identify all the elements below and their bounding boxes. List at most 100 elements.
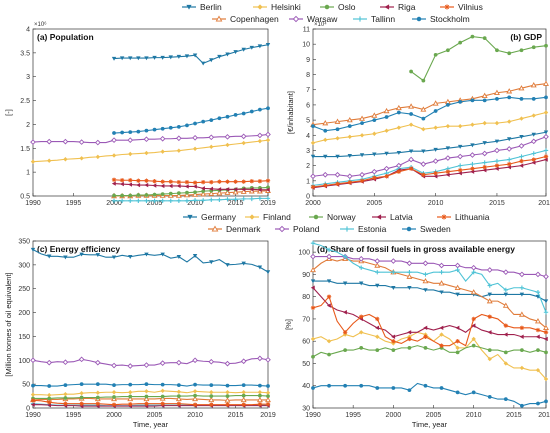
population-series-oslo-point bbox=[176, 191, 181, 196]
energy-plot-frame bbox=[32, 240, 269, 409]
population-series-tallinn-point bbox=[257, 196, 263, 201]
gdp-series-oslo-point bbox=[519, 48, 524, 53]
fossil-series-estonia-point bbox=[375, 269, 380, 275]
population-series-vilnius-point bbox=[241, 179, 246, 184]
population-series-berlin-point bbox=[168, 55, 173, 60]
fossil-series-sweden-point bbox=[544, 399, 548, 404]
fossil-series-finland-point bbox=[326, 339, 332, 344]
energy-series-poland-point bbox=[192, 357, 198, 364]
energy-series-lithuania-point bbox=[95, 401, 101, 406]
energy-series-sweden-point bbox=[225, 383, 230, 388]
fossil-series-latvia-point bbox=[503, 332, 508, 337]
gdp-series-stockholm-point bbox=[470, 98, 475, 103]
energy-series-denmark-point bbox=[208, 396, 215, 403]
countries-legend-germany-marker bbox=[187, 214, 193, 220]
gdp-series-oslo-point bbox=[421, 78, 426, 83]
energy-x-tick-label: 2000 bbox=[106, 412, 122, 419]
energy-series-norway-point bbox=[112, 395, 116, 399]
population-series-vilnius-point bbox=[233, 179, 238, 184]
gdp-series-riga-point bbox=[445, 172, 450, 177]
population-series-berlin-point bbox=[119, 56, 125, 61]
population-x-tick-label: 2010 bbox=[187, 200, 203, 207]
gdp-series-tallinn-point bbox=[470, 161, 475, 167]
gdp-series-oslo-point bbox=[507, 51, 512, 56]
population-series-stockholm-point bbox=[225, 114, 230, 119]
population-series-riga-point bbox=[257, 187, 262, 192]
fossil-series-latvia-point bbox=[439, 325, 444, 331]
cities-legend-oslo-marker bbox=[324, 4, 330, 10]
gdp-series-helsinki-point bbox=[347, 134, 352, 139]
population-series-riga-point bbox=[241, 187, 246, 192]
energy-series-sweden-point bbox=[160, 382, 165, 387]
fossil-series-sweden-point bbox=[455, 390, 460, 395]
population-series-vilnius-point bbox=[160, 179, 165, 184]
cities-legend-oslo-label: Oslo bbox=[338, 2, 356, 12]
gdp-series-stockholm-point bbox=[311, 124, 315, 129]
gdp-series-vilnius-point bbox=[445, 169, 451, 174]
fossil-series-germany-point bbox=[519, 292, 525, 297]
fossil-series-poland-point bbox=[470, 264, 477, 271]
population-series-stockholm-point bbox=[160, 126, 165, 131]
population-series-copenhagen-point bbox=[208, 190, 215, 196]
population-series-warsaw-point bbox=[159, 135, 166, 142]
energy-series-finland-point bbox=[79, 391, 84, 396]
gdp-series-riga-point bbox=[433, 174, 438, 179]
fossil-series-norway-point bbox=[544, 350, 548, 355]
population-series-oslo-point bbox=[120, 193, 125, 198]
fossil-y-tick-label: 60 bbox=[302, 339, 310, 346]
gdp-series-riga-point bbox=[457, 171, 462, 176]
energy-y-tick-label: 250 bbox=[18, 286, 30, 293]
fossil-series-denmark-point bbox=[543, 324, 549, 331]
energy-series-germany-point bbox=[47, 254, 52, 259]
cities-legend-berlin-label: Berlin bbox=[200, 2, 222, 12]
gdp-y-tick-label: 4 bbox=[306, 133, 310, 140]
gdp-series-warsaw-point bbox=[383, 165, 390, 172]
fossil-y-tick-label: 80 bbox=[302, 294, 310, 301]
gdp-series-tallinn-point bbox=[531, 151, 536, 156]
gdp-series-vilnius-point bbox=[359, 178, 365, 184]
fossil-series-denmark-point bbox=[438, 280, 445, 286]
fossil-series-latvia-point bbox=[310, 285, 315, 290]
energy-series-sweden-point bbox=[112, 383, 116, 387]
fossil-series-norway-point bbox=[536, 348, 540, 352]
gdp-series-helsinki-point bbox=[531, 113, 536, 118]
population-series-riga-point bbox=[184, 184, 189, 189]
energy-series-sweden-point bbox=[258, 383, 262, 388]
gdp-series-helsinki-point bbox=[359, 133, 365, 138]
population-series-warsaw-point bbox=[224, 133, 231, 140]
countries-legend-poland-marker bbox=[278, 225, 286, 233]
gdp-series-berlin-point bbox=[470, 143, 475, 148]
population-series-riga-point bbox=[128, 182, 133, 187]
gdp-series-stockholm-point bbox=[446, 103, 450, 107]
population-series-warsaw-point bbox=[30, 139, 36, 145]
gdp-series-warsaw-point bbox=[408, 156, 414, 163]
energy-series-denmark-point bbox=[127, 395, 134, 402]
energy-series-germany-line bbox=[32, 249, 269, 273]
fossil-series-estonia-point bbox=[519, 285, 525, 290]
energy-series-poland-point bbox=[143, 362, 150, 368]
gdp-series-vilnius-point bbox=[543, 154, 549, 159]
gdp-series-helsinki-point bbox=[384, 128, 389, 133]
energy-series-denmark-point bbox=[240, 396, 247, 403]
population-series-vilnius-point bbox=[168, 179, 173, 184]
gdp-series-vilnius-point bbox=[396, 169, 402, 174]
population-series-oslo-point bbox=[128, 193, 133, 198]
fossil-series-poland-point bbox=[519, 271, 525, 278]
fossil-series-denmark-point bbox=[470, 289, 477, 295]
fossil-series-norway-point bbox=[375, 348, 380, 352]
population-series-tallinn-point bbox=[160, 198, 165, 203]
fossil-series-sweden-point bbox=[359, 383, 364, 388]
energy-series-lithuania-point bbox=[265, 401, 271, 407]
energy-series-poland-point bbox=[62, 359, 69, 366]
fossil-series-norway-point bbox=[359, 346, 364, 350]
fossil-series-denmark-point bbox=[535, 318, 541, 324]
energy-series-denmark-point bbox=[143, 395, 150, 402]
countries-legend-estonia-label: Estonia bbox=[358, 224, 387, 234]
energy-series-norway-point bbox=[193, 393, 197, 398]
gdp-series-stockholm-point bbox=[458, 100, 463, 104]
fossil-series-estonia-point bbox=[543, 310, 549, 315]
fossil-series-germany-point bbox=[407, 286, 412, 290]
energy-series-germany-point bbox=[79, 252, 84, 257]
energy-series-poland-point bbox=[127, 363, 134, 369]
